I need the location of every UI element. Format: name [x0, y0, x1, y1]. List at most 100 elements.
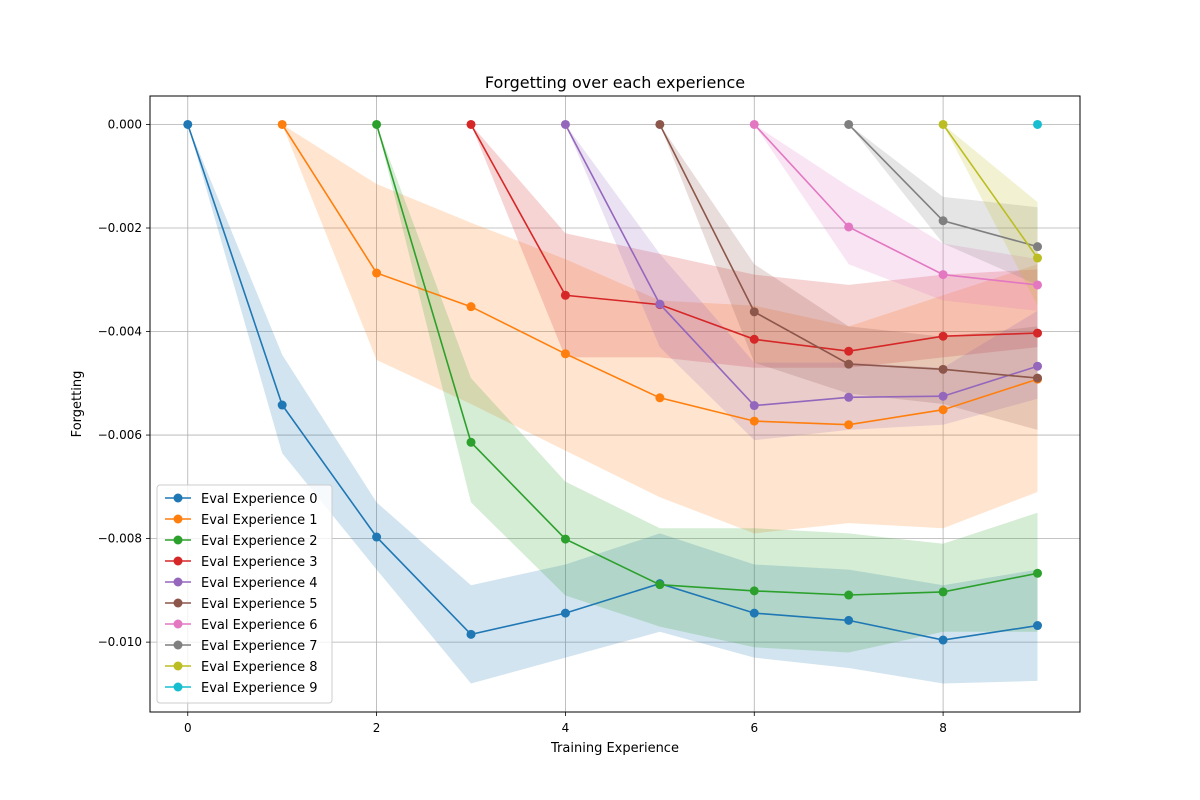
band-series-2: [376, 124, 1038, 653]
point-series-2: [938, 587, 948, 597]
point-series-1: [277, 119, 287, 129]
legend-label: Eval Experience 4: [201, 576, 318, 591]
point-series-7: [844, 119, 854, 129]
band-series-3: [471, 124, 1038, 368]
y-tick-label: −0.010: [98, 635, 142, 649]
point-series-2: [655, 580, 665, 590]
point-series-1: [560, 349, 570, 359]
line-series-6: [753, 123, 1038, 286]
point-series-6: [844, 222, 854, 232]
y-tick-label: −0.004: [98, 325, 142, 339]
legend-swatch-marker: [173, 493, 183, 503]
point-series-5: [938, 364, 948, 374]
point-series-5: [749, 307, 759, 317]
legend-box: [156, 484, 333, 704]
legend-label: Eval Experience 7: [201, 639, 318, 654]
point-series-7: [938, 216, 948, 226]
point-series-8: [938, 119, 948, 129]
legend-swatch-marker: [173, 535, 183, 545]
point-series-5: [1033, 373, 1043, 383]
y-tick-label: −0.008: [98, 532, 142, 546]
legend-swatch-marker: [173, 640, 183, 650]
x-tick-label: 8: [939, 721, 947, 735]
legend-label: Eval Experience 0: [201, 492, 318, 507]
point-series-2: [372, 119, 382, 129]
line-series-8: [942, 124, 1039, 259]
legend-swatch-marker: [173, 514, 183, 524]
y-tick-label: −0.002: [98, 221, 142, 235]
line-series-4: [564, 124, 1038, 407]
y-tick-label: 0.000: [108, 117, 142, 131]
legend-label: Eval Experience 1: [201, 513, 318, 528]
point-series-9: [1033, 119, 1043, 129]
series-lines: [183, 119, 1043, 645]
point-series-0: [466, 629, 476, 639]
band-series-6: [754, 124, 1038, 311]
point-series-1: [466, 302, 476, 312]
point-series-0: [183, 119, 193, 129]
legend-label: Eval Experience 8: [201, 660, 318, 675]
point-series-0: [277, 400, 287, 410]
point-series-1: [749, 416, 759, 426]
legend-swatch-marker: [173, 556, 183, 566]
x-axis-label: Training Experience: [550, 741, 679, 756]
band-series-4: [565, 124, 1038, 441]
point-series-3: [844, 346, 854, 356]
point-series-2: [466, 437, 476, 447]
y-tick-label: −0.006: [98, 428, 142, 442]
band-series-8: [943, 124, 1038, 306]
x-tick-label: 0: [184, 721, 192, 735]
chart-title: Forgetting over each experience: [485, 73, 745, 92]
point-series-0: [372, 532, 382, 542]
point-series-6: [938, 270, 948, 280]
point-series-5: [655, 119, 665, 129]
band-series-7: [848, 124, 1038, 285]
band-series-5: [659, 124, 1038, 430]
point-series-3: [749, 334, 759, 344]
point-series-1: [372, 268, 382, 278]
x-tick-label: 4: [562, 721, 570, 735]
y-axis-label: Forgetting: [70, 371, 85, 438]
legend-label: Eval Experience 9: [201, 681, 318, 696]
point-series-3: [1033, 328, 1043, 338]
legend-label: Eval Experience 3: [201, 555, 318, 570]
point-series-8: [1033, 253, 1043, 263]
point-series-4: [655, 299, 665, 309]
line-series-2: [375, 124, 1038, 596]
legend-label: Eval Experience 6: [201, 618, 318, 633]
point-series-4: [749, 401, 759, 411]
legend-swatch-marker: [173, 661, 183, 671]
point-series-1: [938, 405, 948, 415]
legend: Eval Experience 0 Eval Experience 1 Eval E…: [156, 484, 333, 704]
point-series-6: [749, 119, 759, 129]
line-series-0: [187, 124, 1038, 641]
point-series-0: [844, 615, 854, 625]
point-series-7: [1033, 242, 1043, 252]
legend-label: Eval Experience 2: [201, 534, 318, 549]
point-series-4: [560, 119, 570, 129]
grid: [150, 96, 1080, 712]
point-series-0: [938, 635, 948, 645]
axis-ticks: 0 2 4 6 8 0.000 −0.002 −0.004 −0.006 −0.008 −0.010: [98, 117, 947, 735]
point-series-4: [938, 391, 948, 401]
confidence-bands: [187, 124, 1038, 684]
legend-swatch-marker: [173, 682, 183, 692]
point-series-3: [560, 290, 570, 300]
point-series-3: [938, 331, 948, 341]
point-series-2: [560, 534, 570, 544]
band-series-1: [282, 124, 1038, 534]
point-series-0: [560, 608, 570, 618]
legend-swatch-marker: [173, 577, 183, 587]
x-tick-label: 6: [750, 721, 758, 735]
x-tick-label: 2: [373, 721, 381, 735]
point-series-5: [844, 359, 854, 369]
point-series-2: [844, 590, 854, 600]
point-series-3: [466, 119, 476, 129]
point-series-4: [844, 392, 854, 402]
point-series-0: [1033, 621, 1043, 631]
legend-swatch-marker: [173, 598, 183, 608]
legend-swatch-marker: [173, 619, 183, 629]
point-series-2: [1033, 568, 1043, 578]
plot-frame: [149, 95, 1081, 713]
